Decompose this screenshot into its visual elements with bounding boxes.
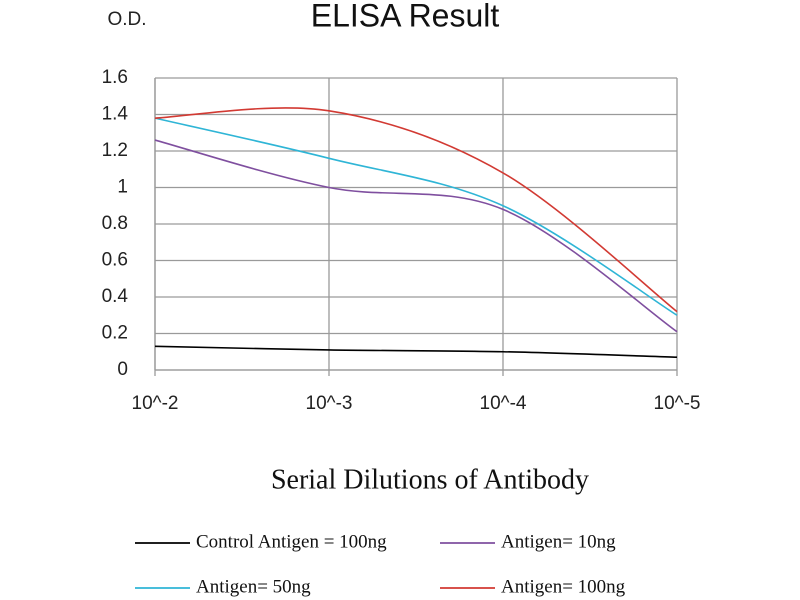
x-tick-label: 10^-5 xyxy=(654,393,701,414)
chart-title: ELISA Result xyxy=(311,0,500,33)
y-tick-label: 0 xyxy=(117,359,128,380)
series-line xyxy=(154,345,678,359)
legend-label: Control Antigen = 100ng xyxy=(196,531,387,552)
y-tick-label: 1.2 xyxy=(102,140,128,161)
x-axis-title: Serial Dilutions of Antibody xyxy=(271,464,589,495)
x-tick-label: 10^-2 xyxy=(132,393,179,414)
y-tick-label: 0.6 xyxy=(102,250,128,271)
y-tick-label: 0.2 xyxy=(102,323,128,344)
y-tick-label: 0.8 xyxy=(102,213,128,234)
series-line xyxy=(154,139,678,333)
legend-label: Antigen= 100ng xyxy=(501,576,626,597)
legend-label: Antigen= 10ng xyxy=(501,531,616,552)
y-tick-label: 1 xyxy=(117,177,128,198)
legend-label: Antigen= 50ng xyxy=(196,576,311,597)
series-line xyxy=(154,117,678,316)
x-tick-label: 10^-4 xyxy=(480,393,527,414)
x-tick-label: 10^-3 xyxy=(306,393,353,414)
y-tick-label: 1.6 xyxy=(102,67,128,88)
series-line xyxy=(154,107,678,313)
y-tick-label: 0.4 xyxy=(102,286,129,307)
y-tick-label: 1.4 xyxy=(102,104,129,125)
y-axis-title: O.D. xyxy=(107,9,146,30)
